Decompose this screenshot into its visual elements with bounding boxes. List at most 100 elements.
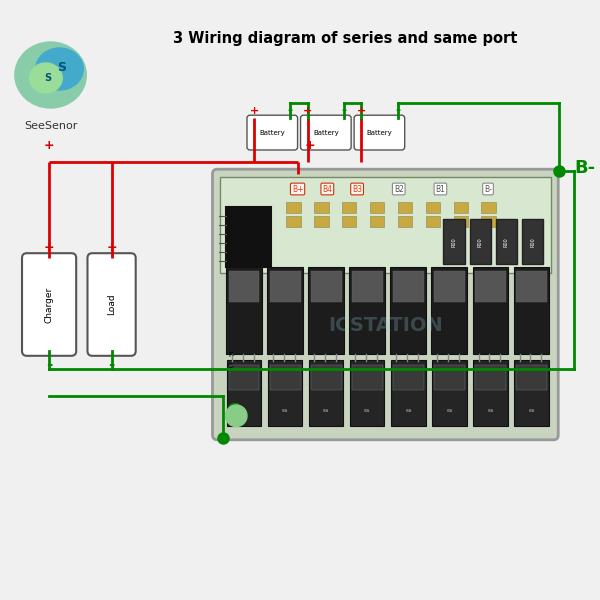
Text: +: + bbox=[303, 106, 313, 116]
Text: +: + bbox=[106, 241, 117, 254]
FancyBboxPatch shape bbox=[354, 115, 405, 150]
Bar bbox=[220, 177, 551, 273]
Bar bbox=[226, 207, 271, 267]
Text: KIA: KIA bbox=[446, 409, 452, 413]
Bar bbox=[522, 219, 544, 264]
Bar bbox=[425, 202, 440, 213]
Bar bbox=[311, 271, 341, 302]
Text: Battery: Battery bbox=[313, 130, 339, 136]
Text: B4: B4 bbox=[322, 185, 332, 193]
Text: R00: R00 bbox=[478, 237, 483, 247]
Text: B3: B3 bbox=[352, 185, 362, 193]
Text: B-: B- bbox=[574, 159, 595, 177]
Bar bbox=[398, 216, 412, 227]
Text: 3 Wiring diagram of series and same port: 3 Wiring diagram of series and same port bbox=[173, 31, 517, 46]
Bar bbox=[470, 219, 491, 264]
Text: B1: B1 bbox=[436, 185, 445, 193]
Text: +: + bbox=[44, 139, 55, 152]
Ellipse shape bbox=[36, 48, 83, 90]
Bar bbox=[393, 365, 424, 390]
Bar bbox=[370, 202, 385, 213]
Text: -: - bbox=[395, 104, 400, 118]
Text: Charger: Charger bbox=[44, 286, 53, 323]
Text: +: + bbox=[356, 106, 366, 116]
Bar bbox=[391, 360, 425, 426]
Text: +: + bbox=[304, 139, 315, 152]
Bar bbox=[314, 202, 329, 213]
FancyBboxPatch shape bbox=[88, 253, 136, 356]
Bar bbox=[286, 202, 301, 213]
Bar bbox=[434, 271, 465, 302]
Text: -: - bbox=[341, 104, 347, 118]
Bar bbox=[286, 216, 301, 227]
Ellipse shape bbox=[29, 63, 62, 93]
Bar bbox=[516, 271, 547, 302]
Text: B2: B2 bbox=[394, 185, 404, 193]
Text: KIA: KIA bbox=[241, 409, 247, 413]
Text: SeeSenor: SeeSenor bbox=[24, 121, 77, 131]
Bar bbox=[341, 216, 356, 227]
Text: KIA: KIA bbox=[282, 409, 288, 413]
Text: C-: C- bbox=[226, 402, 247, 420]
FancyBboxPatch shape bbox=[212, 169, 558, 440]
Bar bbox=[481, 216, 496, 227]
Text: KIA: KIA bbox=[487, 409, 494, 413]
Bar bbox=[352, 271, 383, 302]
Bar bbox=[268, 360, 302, 426]
Bar bbox=[227, 360, 261, 426]
Text: C-: C- bbox=[228, 363, 235, 369]
Bar bbox=[475, 271, 506, 302]
Bar bbox=[267, 267, 303, 354]
Text: +: + bbox=[250, 106, 259, 116]
Bar bbox=[391, 267, 426, 354]
FancyBboxPatch shape bbox=[301, 115, 351, 150]
Bar bbox=[311, 365, 341, 390]
Bar bbox=[226, 267, 262, 354]
Text: R00: R00 bbox=[504, 237, 509, 247]
Bar bbox=[308, 267, 344, 354]
Text: S: S bbox=[57, 61, 66, 74]
Bar bbox=[481, 202, 496, 213]
Bar bbox=[269, 365, 301, 390]
Bar bbox=[496, 219, 517, 264]
Text: KIA: KIA bbox=[323, 409, 329, 413]
Bar bbox=[514, 360, 549, 426]
FancyBboxPatch shape bbox=[247, 115, 298, 150]
Bar bbox=[473, 360, 508, 426]
Bar bbox=[370, 216, 385, 227]
Bar bbox=[514, 267, 550, 354]
Text: KIA: KIA bbox=[529, 409, 535, 413]
Text: -: - bbox=[46, 356, 52, 371]
Text: P-: P- bbox=[228, 352, 235, 358]
Bar bbox=[309, 360, 343, 426]
Text: KIA: KIA bbox=[364, 409, 370, 413]
Text: B-: B- bbox=[484, 185, 492, 193]
Bar bbox=[475, 365, 506, 390]
Bar bbox=[516, 365, 547, 390]
Text: KIA: KIA bbox=[405, 409, 412, 413]
Bar bbox=[341, 202, 356, 213]
Bar bbox=[432, 360, 467, 426]
Text: R00: R00 bbox=[452, 237, 457, 247]
Bar bbox=[349, 267, 385, 354]
Bar bbox=[434, 365, 465, 390]
Text: B+: B+ bbox=[292, 185, 304, 193]
Text: Battery: Battery bbox=[367, 130, 392, 136]
Text: -: - bbox=[109, 356, 115, 371]
Bar bbox=[454, 202, 469, 213]
Circle shape bbox=[226, 405, 247, 427]
Bar bbox=[398, 202, 412, 213]
Bar bbox=[269, 271, 301, 302]
FancyBboxPatch shape bbox=[22, 253, 76, 356]
Text: -: - bbox=[288, 104, 293, 118]
Bar bbox=[350, 360, 385, 426]
Bar bbox=[425, 216, 440, 227]
Bar bbox=[431, 267, 467, 354]
Bar bbox=[393, 271, 424, 302]
Text: R00: R00 bbox=[530, 237, 535, 247]
Bar bbox=[352, 365, 383, 390]
Text: +: + bbox=[44, 241, 55, 254]
Bar bbox=[229, 271, 259, 302]
Bar bbox=[473, 267, 508, 354]
Bar bbox=[229, 365, 259, 390]
